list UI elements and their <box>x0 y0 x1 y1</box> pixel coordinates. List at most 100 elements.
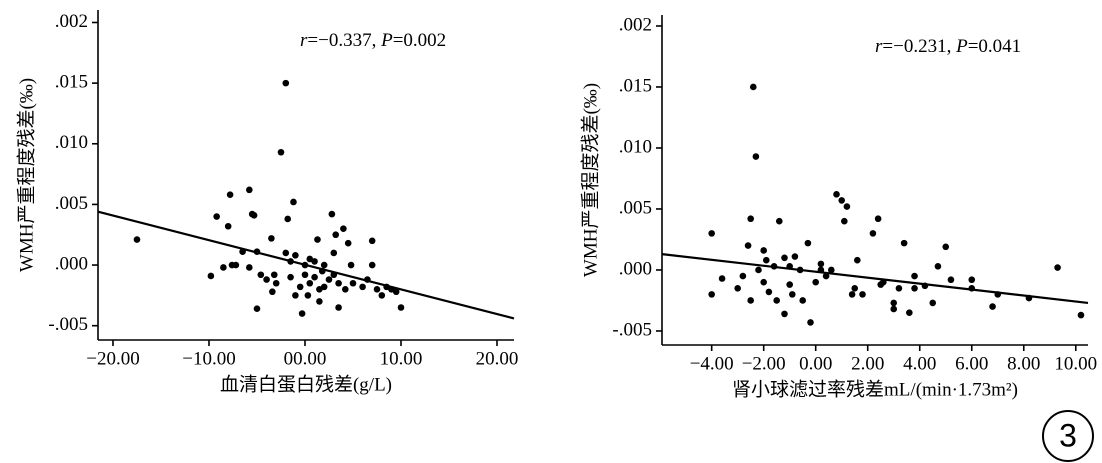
point <box>268 235 275 242</box>
point <box>342 286 349 293</box>
annotation-part: =−0.231, <box>882 36 956 57</box>
point <box>328 210 336 218</box>
point <box>843 203 851 210</box>
point <box>270 271 278 279</box>
point <box>744 242 752 249</box>
point <box>257 271 265 279</box>
point <box>747 215 754 223</box>
point <box>765 288 773 296</box>
point <box>817 260 825 268</box>
point <box>718 275 726 282</box>
annotation-part: P <box>955 36 968 57</box>
point <box>859 291 866 298</box>
point <box>752 153 760 160</box>
point <box>246 186 253 194</box>
figure-label: 3 <box>1059 417 1077 453</box>
point <box>250 212 258 219</box>
y-tick-label: -.005 <box>612 319 652 340</box>
point <box>822 272 830 280</box>
point <box>224 222 232 230</box>
point <box>942 243 950 251</box>
annotation-part: P <box>380 30 393 51</box>
point <box>788 291 796 298</box>
y-tick-label: .010 <box>619 136 652 157</box>
x-tick-label: −2.00 <box>742 353 786 374</box>
x-tick-label: 8.00 <box>1007 353 1040 374</box>
y-axis-label: WMH严重程度残差(‰) <box>15 78 37 272</box>
point <box>335 304 342 311</box>
point <box>272 279 280 287</box>
point <box>838 197 846 204</box>
y-tick-label: .002 <box>55 11 88 32</box>
x-tick-label: 10.00 <box>1054 353 1097 374</box>
point <box>781 254 788 262</box>
y-axis-label: WMH严重程度残差(‰) <box>579 83 601 277</box>
point <box>739 272 747 280</box>
y-tick-label: .000 <box>619 258 652 279</box>
point <box>911 284 918 292</box>
point <box>253 305 261 313</box>
point <box>332 231 340 239</box>
point <box>934 263 942 270</box>
point <box>373 286 381 293</box>
y-tick-label: .005 <box>55 193 88 214</box>
point <box>841 217 848 225</box>
point <box>804 239 812 247</box>
point <box>781 310 788 318</box>
x-tick-label: 10.00 <box>380 348 423 369</box>
point <box>1077 311 1085 319</box>
point <box>292 292 299 299</box>
point <box>316 286 323 293</box>
point <box>220 264 227 271</box>
point <box>213 213 220 220</box>
point <box>877 281 885 288</box>
point <box>368 237 376 245</box>
point <box>133 236 141 243</box>
y-tick-label: .015 <box>619 75 652 96</box>
y-tick-label: -.005 <box>48 314 88 335</box>
point <box>207 272 215 280</box>
point <box>874 215 882 223</box>
point <box>340 225 347 232</box>
point <box>277 148 285 156</box>
point <box>854 256 861 264</box>
point <box>368 261 376 269</box>
point <box>890 305 898 313</box>
point <box>263 276 270 283</box>
point <box>311 273 318 281</box>
x-tick-label: 00.00 <box>284 348 327 369</box>
point <box>828 266 835 274</box>
point <box>1054 264 1061 271</box>
point <box>325 276 333 283</box>
point <box>320 261 328 269</box>
point <box>239 248 246 256</box>
point <box>900 239 908 247</box>
point <box>246 264 253 271</box>
point <box>318 267 326 275</box>
point <box>287 258 294 265</box>
point <box>364 276 371 283</box>
point <box>378 292 386 299</box>
point <box>306 255 314 263</box>
x-tick-label: −10.00 <box>182 348 235 369</box>
point <box>786 281 793 288</box>
point <box>786 263 793 270</box>
point <box>989 303 996 310</box>
point <box>269 288 276 296</box>
point <box>708 291 715 298</box>
point <box>833 191 840 198</box>
point <box>807 319 814 326</box>
point <box>968 276 976 284</box>
point <box>851 284 859 292</box>
point <box>316 298 323 305</box>
point <box>330 271 338 279</box>
point <box>994 291 1002 298</box>
point <box>335 279 342 287</box>
point <box>890 299 898 307</box>
x-tick-label: 0.00 <box>799 353 832 374</box>
point <box>911 272 918 280</box>
annotation-part: r <box>300 30 308 51</box>
point <box>906 309 913 316</box>
point <box>848 291 856 298</box>
